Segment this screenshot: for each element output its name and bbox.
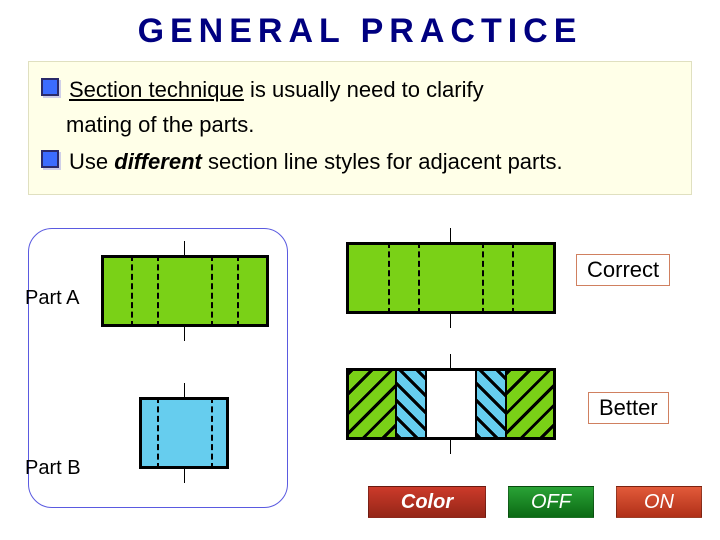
hidden-line — [211, 255, 213, 327]
bullet-1: Section technique is usually need to cla… — [41, 72, 679, 142]
figure-part-b — [139, 397, 229, 469]
label-part-b: Part B — [25, 457, 81, 480]
on-button[interactable]: ON — [616, 486, 702, 518]
hidden-line — [157, 397, 159, 469]
bullet-icon — [41, 150, 59, 168]
slide-title: GENERAL PRACTICE — [0, 0, 720, 51]
bullet-2-pre: Use — [69, 149, 114, 174]
hatch-region-a — [507, 371, 553, 437]
bullet-1-text: Section technique is usually need to cla… — [69, 72, 679, 142]
hidden-line — [211, 397, 213, 469]
hidden-line — [237, 255, 239, 327]
color-button[interactable]: Color — [368, 486, 486, 518]
hidden-line — [388, 242, 390, 314]
off-button[interactable]: OFF — [508, 486, 594, 518]
bullet-2-bold: different — [114, 149, 202, 174]
hidden-line — [157, 255, 159, 327]
hidden-line — [482, 242, 484, 314]
figure-correct — [346, 242, 556, 314]
hidden-line — [131, 255, 133, 327]
bullet-2-post: section line styles for adjacent parts. — [202, 149, 563, 174]
bullet-1-line2: mating of the parts. — [66, 112, 254, 137]
tag-correct: Correct — [576, 254, 670, 286]
hatch-region-b — [475, 371, 507, 437]
hidden-line — [418, 242, 420, 314]
label-part-a: Part A — [25, 287, 79, 310]
hatch-region-b — [395, 371, 427, 437]
bullet-icon — [41, 78, 59, 96]
tag-better: Better — [588, 392, 669, 424]
bullet-2-text: Use different section line styles for ad… — [69, 144, 679, 179]
bullet-1-rest: is usually need to clarify — [244, 77, 484, 102]
diagram-stage: Part A Part B Correct Better Color OFF O… — [28, 228, 700, 530]
bullet-1-underline: Section technique — [69, 77, 244, 102]
hatch-region-a — [349, 371, 395, 437]
parts-panel: Part A Part B — [28, 228, 288, 508]
notes-box: Section technique is usually need to cla… — [28, 61, 692, 195]
bullet-2: Use different section line styles for ad… — [41, 144, 679, 179]
figure-part-a — [101, 255, 269, 327]
button-bar: Color OFF ON — [368, 486, 702, 518]
hidden-line — [512, 242, 514, 314]
figure-better — [346, 368, 556, 440]
